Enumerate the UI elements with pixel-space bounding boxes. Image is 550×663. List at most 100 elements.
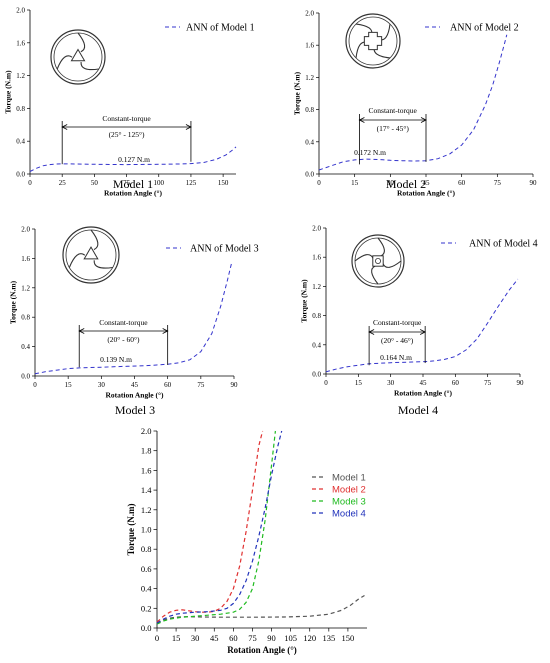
legend-label: Model 2 bbox=[332, 485, 366, 496]
x-tick-label: 0 bbox=[33, 381, 37, 389]
y-tick-label: 1.2 bbox=[312, 283, 321, 291]
hub-shape bbox=[83, 246, 99, 260]
x-tick-label: 105 bbox=[284, 633, 297, 643]
x-tick-label: 75 bbox=[484, 379, 492, 387]
x-tick-label: 0 bbox=[28, 179, 32, 187]
x-tick-label: 15 bbox=[172, 633, 181, 643]
mechanism-model-3-icon bbox=[62, 226, 120, 284]
x-tick-label: 60 bbox=[458, 179, 466, 187]
x-tick-label: 75 bbox=[197, 381, 205, 389]
x-tick-label: 125 bbox=[186, 179, 197, 187]
x-axis-label: Rotation Angle (°) bbox=[397, 189, 455, 198]
flexure-beam bbox=[354, 254, 374, 262]
series-line-model-2 bbox=[156, 430, 264, 623]
flexure-beam bbox=[80, 62, 99, 71]
y-tick-label: 0.0 bbox=[21, 372, 30, 380]
x-tick-label: 135 bbox=[322, 633, 335, 643]
x-tick-label: 0 bbox=[317, 179, 321, 187]
y-tick-label: 0.0 bbox=[16, 170, 25, 178]
flexure-beam bbox=[90, 229, 99, 251]
panel-label-model-2: Model 2 bbox=[386, 177, 426, 191]
x-tick-label: 0 bbox=[324, 379, 328, 387]
legend-label: Model 3 bbox=[332, 497, 366, 508]
range-title: Constant-torque bbox=[102, 114, 151, 123]
flexure-beam bbox=[382, 260, 402, 268]
x-tick-label: 0 bbox=[155, 633, 159, 643]
legend-label: ANN of Model 1 bbox=[186, 23, 255, 34]
y-tick-label: 2.0 bbox=[21, 225, 30, 233]
panel-label-model-3: Model 3 bbox=[115, 403, 155, 417]
mechanism-model-2-icon bbox=[345, 13, 401, 69]
legend-label: ANN of Model 2 bbox=[450, 23, 519, 34]
hub-center bbox=[374, 257, 381, 264]
panel-label-model-4: Model 4 bbox=[398, 403, 438, 417]
range-title: Constant-torque bbox=[99, 318, 148, 327]
y-axis-label: Torque (N.m) bbox=[8, 280, 17, 324]
range-label: (20° - 46°) bbox=[381, 336, 414, 345]
y-tick-label: 1.6 bbox=[312, 254, 321, 262]
y-tick-label: 1.2 bbox=[21, 284, 30, 292]
x-axis-label: Rotation Angle (°) bbox=[106, 391, 164, 400]
y-tick-label: 0.4 bbox=[141, 584, 152, 594]
series-line-ann-of-model-3 bbox=[34, 261, 233, 375]
mechanism-inner-ring bbox=[348, 16, 398, 66]
y-tick-label: 1.6 bbox=[141, 465, 152, 475]
x-tick-label: 15 bbox=[355, 379, 363, 387]
hub-shape bbox=[70, 48, 86, 62]
y-axis-label: Torque (N.m) bbox=[299, 279, 308, 323]
y-tick-label: 2.0 bbox=[16, 6, 25, 14]
legend-label: Model 4 bbox=[332, 509, 366, 520]
x-tick-label: 150 bbox=[342, 633, 355, 643]
torque-value-label: 0.127 N.m bbox=[118, 155, 150, 164]
series-line-model-4 bbox=[156, 430, 283, 624]
series-line-ann-of-model-2 bbox=[318, 34, 508, 171]
x-tick-label: 75 bbox=[494, 179, 502, 187]
x-tick-label: 60 bbox=[452, 379, 460, 387]
range-title: Constant-torque bbox=[373, 318, 422, 327]
torque-value-label: 0.139 N.m bbox=[100, 355, 132, 364]
y-tick-label: 0.0 bbox=[141, 623, 152, 633]
legend-label: ANN of Model 3 bbox=[190, 244, 259, 255]
x-tick-label: 75 bbox=[248, 633, 257, 643]
y-tick-label: 0.4 bbox=[312, 341, 321, 349]
x-tick-label: 60 bbox=[229, 633, 238, 643]
y-tick-label: 1.4 bbox=[141, 485, 152, 495]
x-axis-label: Rotation Angle (°) bbox=[227, 645, 297, 655]
x-axis-label: Rotation Angle (°) bbox=[394, 389, 452, 398]
x-tick-label: 15 bbox=[351, 179, 359, 187]
y-tick-label: 0.0 bbox=[312, 370, 321, 378]
panel-label-model-1: Model 1 bbox=[113, 177, 153, 191]
x-tick-label: 30 bbox=[387, 179, 395, 187]
x-tick-label: 45 bbox=[131, 381, 139, 389]
flexure-beam bbox=[68, 253, 86, 268]
flexure-beam bbox=[371, 265, 379, 285]
y-tick-label: 0.8 bbox=[141, 544, 152, 554]
mechanism-model-4-icon bbox=[351, 234, 405, 288]
range-title: Constant-torque bbox=[369, 106, 418, 115]
y-tick-label: 2.0 bbox=[312, 224, 321, 232]
y-tick-label: 1.6 bbox=[305, 42, 314, 50]
y-tick-label: 1.2 bbox=[16, 72, 25, 80]
range-label: (25° - 125°) bbox=[109, 130, 145, 139]
x-tick-label: 90 bbox=[267, 633, 276, 643]
x-tick-label: 30 bbox=[98, 381, 106, 389]
torque-value-label: 0.172 N.m bbox=[354, 148, 386, 157]
chart-1: 0 25 50 75 100 125 150 0.0 0.4 0.8 1.2 1.6 2.0 Rotati… bbox=[3, 6, 254, 197]
x-tick-label: 25 bbox=[59, 179, 67, 187]
y-tick-label: 0.8 bbox=[312, 312, 321, 320]
y-tick-label: 0.8 bbox=[305, 106, 314, 114]
x-tick-label: 30 bbox=[387, 379, 395, 387]
flexure-beam bbox=[93, 260, 113, 269]
x-tick-label: 50 bbox=[91, 179, 99, 187]
range-label: (20° - 60°) bbox=[107, 335, 140, 344]
x-tick-label: 75 bbox=[123, 179, 131, 187]
y-axis-label: Torque (N.m) bbox=[126, 503, 136, 555]
x-tick-label: 120 bbox=[303, 633, 316, 643]
y-tick-label: 2.0 bbox=[305, 9, 314, 17]
chart-3: 0 15 30 45 60 75 90 0.0 0.4 0.8 1.2 1.6 2.0 Rotation … bbox=[8, 225, 258, 399]
x-tick-label: 90 bbox=[530, 179, 538, 187]
x-tick-label: 30 bbox=[191, 633, 200, 643]
y-tick-label: 1.2 bbox=[305, 74, 314, 82]
x-tick-label: 15 bbox=[65, 381, 73, 389]
